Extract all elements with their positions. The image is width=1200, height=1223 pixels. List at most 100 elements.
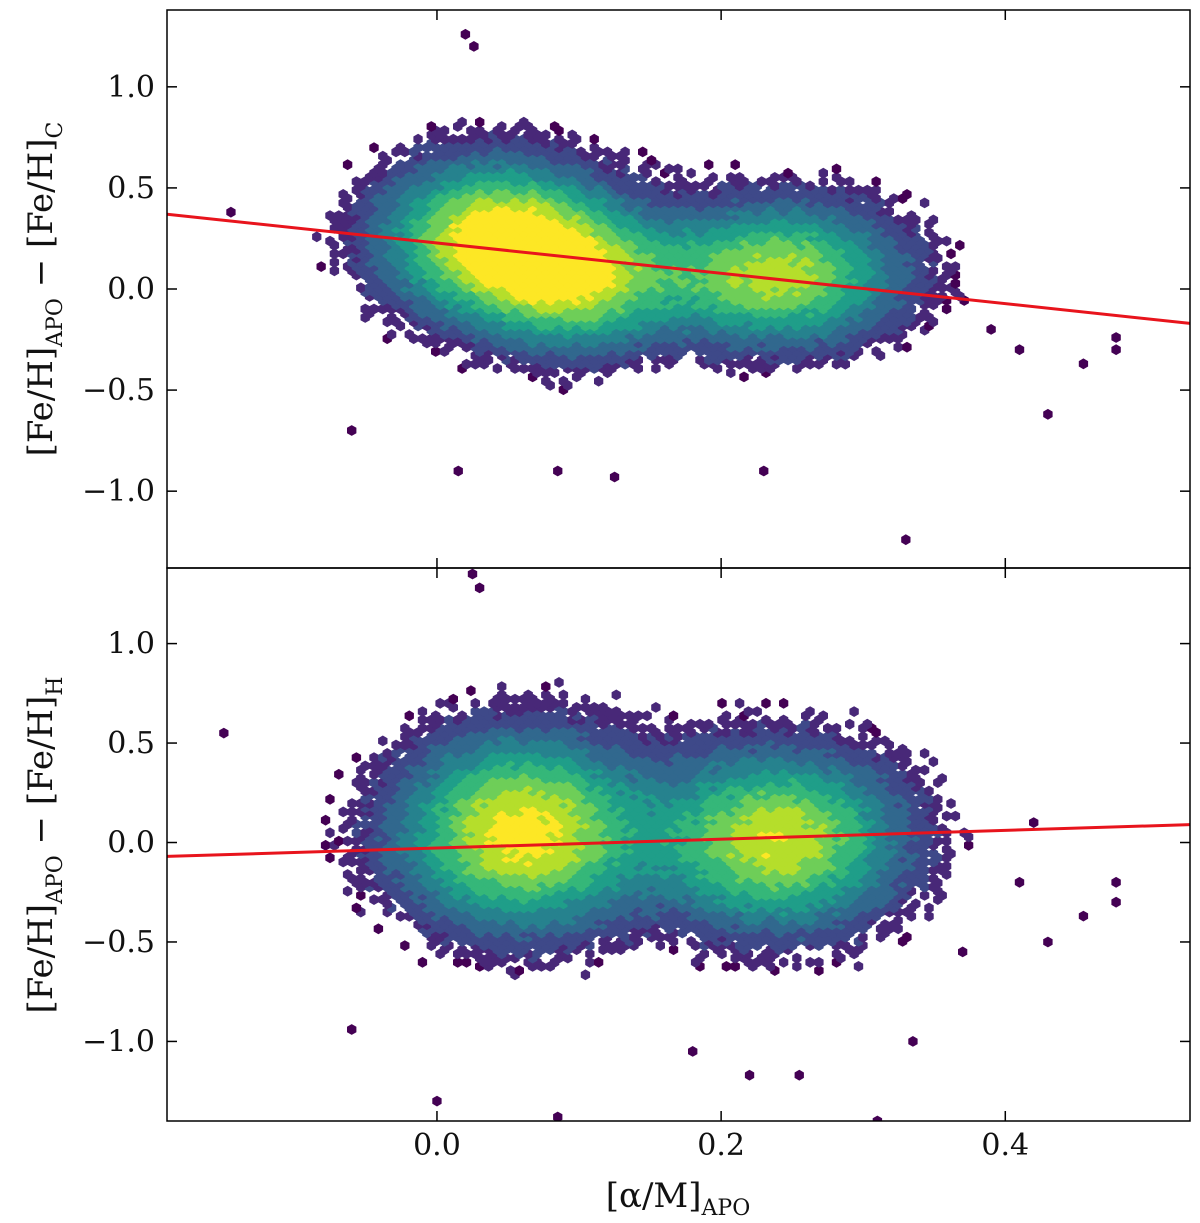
hex-bin [695, 354, 705, 366]
hex-bin [589, 133, 599, 145]
hex-bin [818, 176, 828, 187]
hex-bin [950, 261, 961, 272]
hex-bin [519, 116, 529, 128]
hex-bin [457, 133, 467, 145]
hex-bin [831, 172, 842, 183]
hex-bin [779, 956, 789, 968]
hex-bin [673, 163, 683, 175]
top-panel: 1.00.50.0−0.5−1.0 [Fe/H]APO − [Fe/H]C [21, 9, 1191, 569]
y-tick-label: −0.5 [82, 373, 155, 408]
hex-bin [360, 819, 370, 830]
hex-bin [871, 346, 881, 357]
hex-bin [453, 956, 463, 968]
hex-bin [594, 956, 604, 968]
hex-bin [651, 363, 661, 374]
hex-bin [651, 176, 661, 187]
hex-bin [862, 184, 872, 196]
hex-bin [853, 961, 864, 972]
hex-bin [395, 142, 406, 154]
hex-bin [924, 910, 934, 922]
hex-bin [858, 931, 868, 943]
hex-bin [893, 341, 903, 353]
hex-bin [387, 329, 397, 340]
hex-bin [893, 915, 903, 926]
hex-bin [497, 121, 507, 132]
hex-bin [329, 265, 340, 277]
hex-bin [369, 303, 379, 315]
hex-bin [342, 159, 353, 171]
hex-bin [919, 890, 930, 901]
hex-bin [329, 248, 340, 260]
hex-bin [334, 835, 344, 847]
hex-bin [928, 848, 939, 860]
outlier-point [1043, 408, 1053, 420]
hex-bin [342, 885, 353, 897]
hex-bin [730, 961, 740, 972]
hex-bin [783, 167, 793, 179]
hex-bin [567, 129, 577, 141]
hex-bin [880, 919, 890, 931]
hex-bin [475, 116, 485, 128]
hex-bin [585, 956, 595, 968]
hex-bin [704, 159, 714, 171]
hex-bin [505, 965, 516, 976]
hex-bin [818, 167, 828, 179]
hex-bin [395, 159, 406, 171]
hex-bin [404, 329, 414, 340]
outlier-point [460, 28, 471, 40]
hex-bin [884, 206, 894, 217]
hex-bin [792, 952, 802, 964]
hex-bin [356, 873, 366, 885]
hex-bin [492, 363, 502, 374]
hex-bin [818, 184, 828, 196]
hex-bin [554, 133, 564, 145]
hex-bin [620, 146, 630, 158]
outlier-point [986, 324, 996, 335]
hex-bin [629, 172, 639, 183]
outlier-point [1111, 344, 1121, 356]
hex-bin [417, 333, 428, 345]
hex-bin [461, 358, 472, 370]
hex-bin [933, 835, 943, 847]
hex-bin [853, 184, 864, 196]
hex-bin [845, 184, 855, 196]
hex-bin [426, 121, 436, 132]
hex-bin [964, 839, 974, 851]
hex-bin [941, 860, 952, 872]
hex-bin [946, 248, 956, 260]
hex-bin [664, 163, 674, 175]
hex-bin [950, 278, 961, 289]
hex-bin [924, 902, 934, 914]
hex-bin [373, 923, 384, 935]
hex-bin [827, 184, 837, 196]
hex-bin [730, 159, 740, 171]
bottom-panel: 1.00.50.0−0.5−1.00.0 0.2 0.4 [Fe/H]APO − [… [21, 567, 1191, 1221]
hex-bin [395, 910, 406, 922]
outlier-point [609, 471, 620, 483]
hex-bin [831, 948, 842, 960]
hex-bin [924, 227, 934, 238]
hex-bin [721, 961, 732, 972]
hex-bin [845, 176, 855, 187]
y-tick-label: 1.0 [107, 70, 155, 105]
hex-bin [549, 121, 560, 132]
outlier-point [469, 41, 479, 52]
hex-bin [320, 839, 331, 851]
hex-bin [831, 163, 842, 175]
hex-bin [325, 210, 335, 221]
outlier-point [347, 425, 357, 436]
hex-bin [400, 940, 410, 951]
hex-bin [312, 231, 322, 243]
hex-bin [457, 116, 467, 128]
hex-bin [893, 214, 903, 226]
hex-bin [902, 341, 912, 353]
hex-bin [338, 189, 348, 200]
hex-bin [387, 312, 397, 323]
top-ticks: 1.00.50.0−0.5−1.0 [82, 10, 1190, 568]
hex-bin [717, 180, 727, 192]
hex-bin [664, 180, 674, 192]
hex-bin [576, 146, 586, 158]
hex-bin [919, 307, 930, 319]
hex-bin [941, 235, 952, 247]
hex-bin [448, 133, 458, 145]
